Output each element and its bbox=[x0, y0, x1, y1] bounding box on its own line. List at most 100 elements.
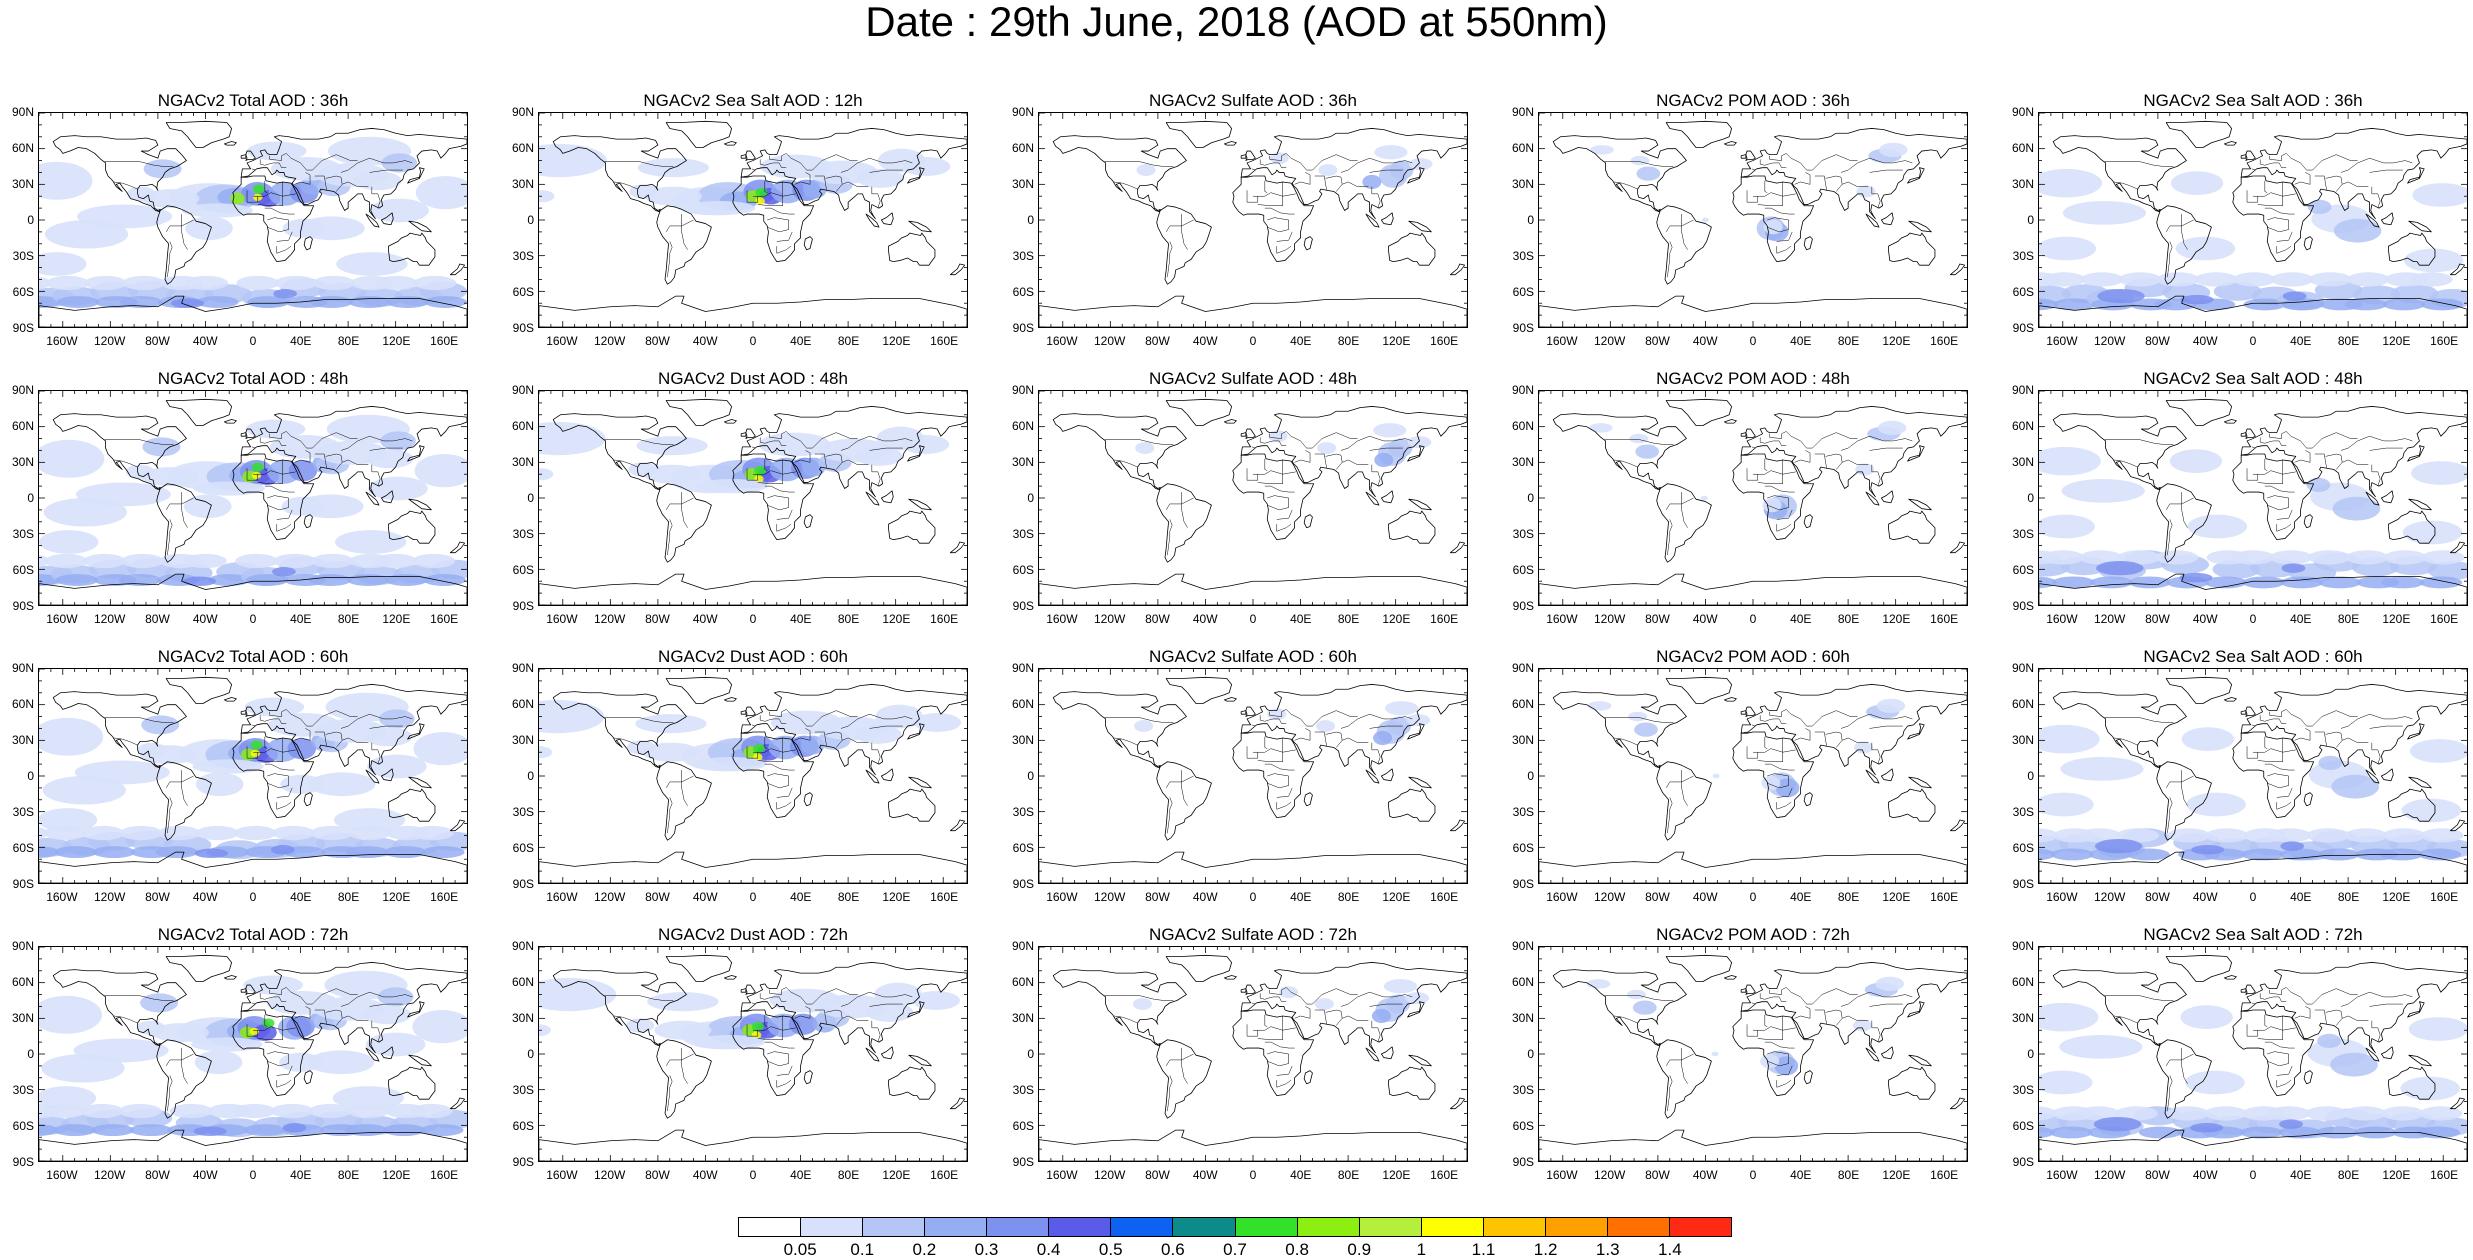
country-border bbox=[1104, 161, 1174, 167]
aod-contour bbox=[44, 553, 88, 569]
lat-label: 30N bbox=[11, 455, 34, 469]
aod-contour bbox=[874, 982, 922, 1007]
aod-contour bbox=[755, 197, 765, 205]
coastline bbox=[1407, 167, 1425, 184]
lon-axis-labels: 160W 120W 80W 40W 0 40E 80E 120E 160E bbox=[538, 1168, 968, 1184]
world-map bbox=[539, 391, 967, 605]
aod-contour bbox=[1316, 720, 1336, 733]
colorbar-swatch bbox=[1359, 1218, 1422, 1236]
panel-title: NGACv2 Dust AOD : 60h bbox=[658, 647, 848, 666]
coastline bbox=[1732, 731, 1815, 819]
coastline bbox=[865, 769, 880, 784]
coastline bbox=[1656, 205, 1712, 285]
lon-label: 40E bbox=[790, 612, 812, 626]
aod-contour bbox=[310, 296, 353, 308]
coastline bbox=[39, 573, 467, 605]
aod-contour bbox=[2039, 168, 2103, 198]
aod-contour bbox=[539, 977, 617, 1012]
coastline bbox=[1539, 295, 1967, 327]
coastline bbox=[52, 413, 187, 491]
lon-label: 120W bbox=[2093, 890, 2126, 904]
lat-label: 60N bbox=[511, 697, 534, 711]
lat-label: 90N bbox=[1011, 939, 1034, 953]
aod-contour bbox=[84, 275, 127, 291]
coastline bbox=[240, 154, 247, 159]
coastline bbox=[2224, 141, 2237, 146]
country-border bbox=[181, 770, 188, 806]
country-border bbox=[342, 1015, 369, 1021]
coastline bbox=[2232, 453, 2315, 541]
lon-label: 0 bbox=[2249, 334, 2257, 348]
aod-contour bbox=[420, 1124, 464, 1137]
coastline bbox=[665, 120, 732, 148]
country-border bbox=[1167, 1075, 1173, 1112]
country-border bbox=[751, 445, 762, 449]
aod-contour bbox=[1634, 722, 1658, 737]
coastline bbox=[539, 1129, 967, 1161]
country-border bbox=[613, 181, 638, 190]
coastline bbox=[2165, 676, 2232, 704]
country-border bbox=[1681, 1048, 1688, 1084]
map-frame bbox=[38, 668, 468, 884]
lon-label: 80E bbox=[1337, 1168, 1360, 1182]
coastline bbox=[2156, 205, 2212, 285]
lat-label: 30N bbox=[2011, 455, 2034, 469]
coastlines bbox=[1539, 398, 1967, 605]
country-border bbox=[282, 459, 296, 475]
coastline bbox=[388, 510, 436, 544]
country-border bbox=[1759, 159, 1787, 168]
coastline bbox=[2240, 406, 2467, 498]
country-border bbox=[776, 1079, 792, 1088]
lat-axis-labels: 90N 60N 30N 0 30S 60S 90S bbox=[0, 662, 34, 890]
country-border bbox=[767, 495, 789, 511]
country-border bbox=[1786, 153, 1858, 171]
axis-ticks bbox=[1539, 391, 1967, 605]
aod-contour bbox=[2041, 550, 2085, 565]
country-border bbox=[1264, 763, 1295, 771]
country-border bbox=[1767, 495, 1789, 511]
aod-contour bbox=[788, 1013, 818, 1035]
aod-contour bbox=[2243, 298, 2287, 311]
coastline bbox=[1240, 406, 1467, 498]
country-border bbox=[340, 157, 413, 173]
aod-contour bbox=[754, 465, 767, 476]
lat-label: 30S bbox=[2012, 249, 2034, 263]
aod-field bbox=[1135, 423, 1432, 468]
country-border bbox=[251, 1001, 262, 1005]
lon-axis-labels: 160W 120W 80W 40W 0 40E 80E 120E 160E bbox=[1038, 612, 1468, 628]
aod-contour bbox=[118, 1103, 162, 1119]
map-frame bbox=[1538, 946, 1968, 1162]
country-border bbox=[2167, 1075, 2173, 1112]
aod-contour bbox=[245, 419, 306, 439]
country-border bbox=[746, 190, 759, 203]
lon-label: 80W bbox=[1645, 334, 1670, 348]
country-border bbox=[246, 1024, 259, 1037]
aod-contour bbox=[2268, 828, 2312, 843]
coastline bbox=[656, 761, 712, 841]
lat-label: 90S bbox=[512, 599, 534, 613]
lon-axis-labels: 160W 120W 80W 40W 0 40E 80E 120E 160E bbox=[1538, 890, 1968, 906]
aod-contour bbox=[1408, 158, 1433, 171]
country-border bbox=[1371, 742, 1381, 765]
aod-contour bbox=[2061, 478, 2145, 503]
country-border bbox=[1769, 709, 1787, 717]
panel-title: NGACv2 POM AOD : 72h bbox=[1656, 925, 1850, 944]
coastline bbox=[1245, 984, 1256, 995]
coastline bbox=[1224, 419, 1237, 424]
lon-axis-labels: 160W 120W 80W 40W 0 40E 80E 120E 160E bbox=[538, 890, 968, 906]
coastline bbox=[656, 205, 712, 285]
colorbar-strip bbox=[738, 1217, 1732, 1237]
aod-contour bbox=[288, 459, 318, 482]
axis-ticks bbox=[2039, 391, 2467, 605]
country-border bbox=[1269, 153, 1287, 161]
lat-label: 90S bbox=[2012, 599, 2034, 613]
country-border bbox=[776, 1065, 793, 1076]
coastline bbox=[949, 263, 966, 276]
colorbar-labels: 0.05 0.1 0.2 0.3 0.4 0.5 0.6 0.7 0.8 0.9 1 1.1 1.2 1.… bbox=[738, 1240, 1732, 1260]
country-border bbox=[267, 217, 289, 233]
lon-label: 160W bbox=[546, 890, 578, 904]
country-border bbox=[769, 153, 787, 161]
country-border bbox=[2369, 1003, 2403, 1007]
aod-contour bbox=[368, 476, 428, 501]
lon-label: 80W bbox=[1645, 890, 1670, 904]
